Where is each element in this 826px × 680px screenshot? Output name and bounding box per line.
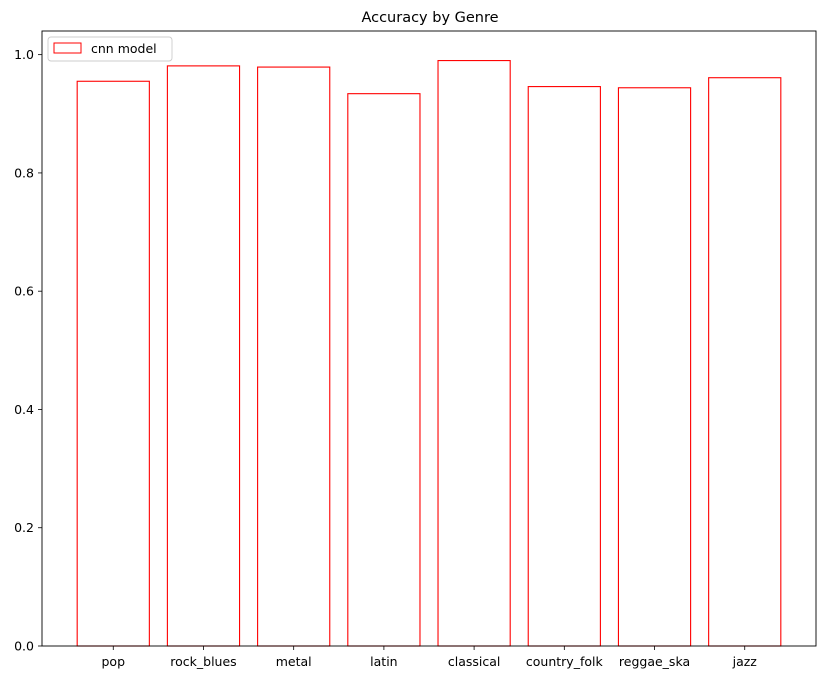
bar-pop xyxy=(76,80,150,647)
bar-country_folk xyxy=(527,86,601,647)
y-tick-label: 0.8 xyxy=(14,165,34,180)
bar-reggae_ska xyxy=(617,87,692,647)
y-tick-label: 0.0 xyxy=(14,639,34,654)
bar-rock_blues xyxy=(166,65,241,647)
bar-jazz xyxy=(708,77,782,647)
x-tick-label-country_folk: country_folk xyxy=(526,654,604,669)
x-tick-label-pop: pop xyxy=(102,654,126,669)
axes-frame xyxy=(41,30,817,647)
y-tick-label: 0.6 xyxy=(14,284,34,299)
x-tick-label-reggae_ska: reggae_ska xyxy=(619,654,690,669)
bar-metal xyxy=(257,66,331,647)
x-tick-label-metal: metal xyxy=(276,654,312,669)
legend-swatch xyxy=(53,42,82,54)
y-tick-label: 0.4 xyxy=(14,402,34,417)
bar-latin xyxy=(347,93,421,647)
y-axis: 0.0 0.2 0.4 0.6 0.8 1.0 xyxy=(14,47,42,654)
legend: cnn model xyxy=(47,36,173,62)
legend-label-cnn-model: cnn model xyxy=(91,41,157,56)
x-axis: pop rock_blues metal latin classical country_… xyxy=(102,646,758,669)
x-tick-label-rock_blues: rock_blues xyxy=(170,654,236,669)
chart-title: Accuracy by Genre xyxy=(361,10,498,26)
x-tick-label-jazz: jazz xyxy=(732,654,758,669)
x-tick-label-latin: latin xyxy=(370,654,397,669)
bars-group xyxy=(76,60,782,647)
y-tick-label: 0.2 xyxy=(14,520,34,535)
x-tick-label-classical: classical xyxy=(448,654,501,669)
y-tick-label: 1.0 xyxy=(14,47,34,62)
bar-classical xyxy=(437,60,511,647)
